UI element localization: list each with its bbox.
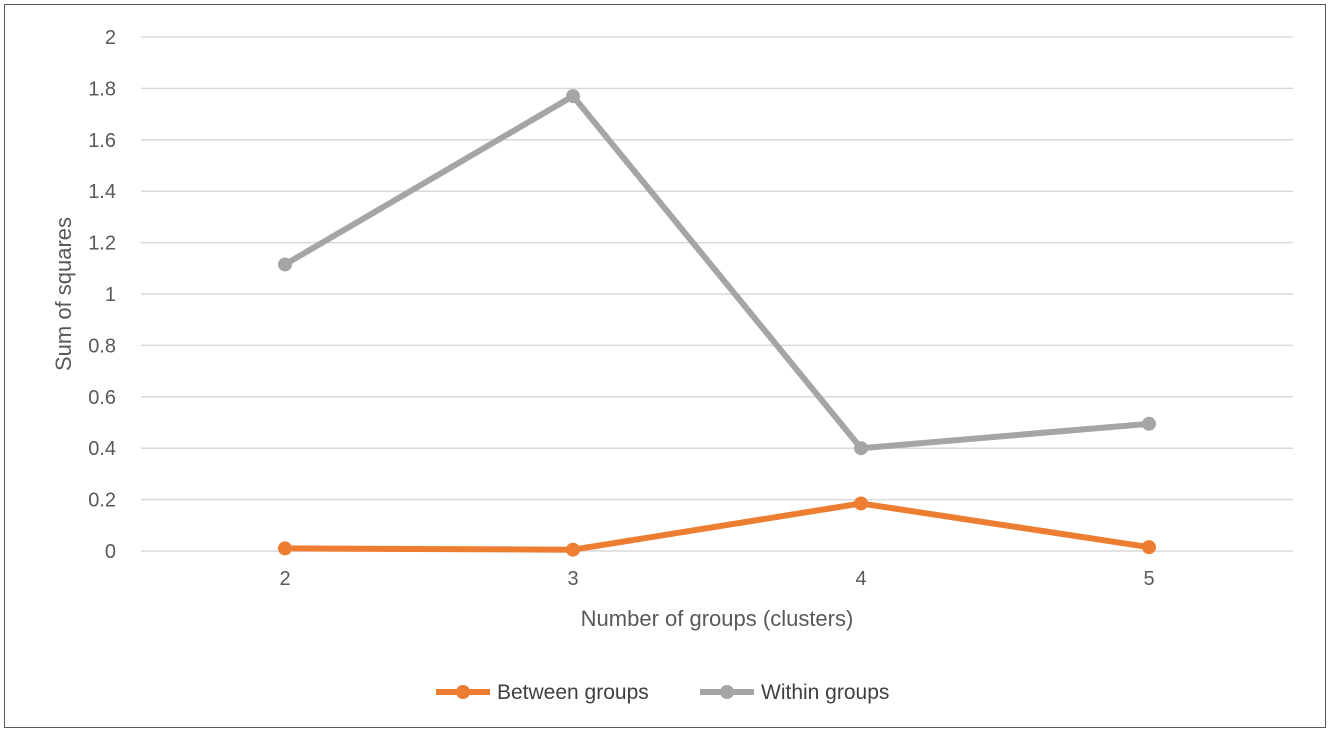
- legend-item: Between groups: [436, 681, 649, 704]
- x-axis-tick-labels: 2 3 4 5: [279, 568, 1154, 590]
- chart-frame: [4, 4, 1326, 728]
- x-tick-label: 4: [855, 568, 866, 590]
- y-tick-label: 0.6: [88, 387, 116, 409]
- data-point: [566, 89, 580, 104]
- series-layer: [278, 89, 1156, 557]
- x-tick-label: 2: [279, 568, 290, 590]
- data-point: [854, 441, 868, 456]
- y-tick-label: 2: [105, 27, 116, 49]
- series-line: [282, 93, 1152, 452]
- data-point: [566, 542, 580, 557]
- legend-label: Between groups: [497, 681, 649, 704]
- data-point: [278, 257, 292, 272]
- gridlines: [141, 36, 1293, 552]
- y-tick-label: 1: [105, 284, 116, 306]
- series-within-groups: [278, 89, 1156, 456]
- x-tick-label: 5: [1143, 568, 1154, 590]
- y-tick-label: 0.4: [88, 438, 116, 460]
- legend: Between groups Within groups: [436, 681, 889, 704]
- y-tick-label: 0.8: [88, 335, 116, 357]
- y-tick-label: 1.8: [88, 78, 116, 100]
- series-line: [282, 500, 1152, 553]
- legend-item: Within groups: [700, 681, 889, 704]
- x-tick-label: 3: [567, 568, 578, 590]
- x-axis-title: Number of groups (clusters): [581, 606, 854, 631]
- y-tick-label: 1.2: [88, 233, 116, 255]
- y-axis-tick-labels: 0 0.2 0.4 0.6 0.8 1 1.2 1.4 1.6 1.8 2: [88, 27, 116, 563]
- legend-swatch-marker: [456, 685, 470, 699]
- data-point: [1142, 540, 1156, 555]
- y-tick-label: 0: [105, 541, 116, 563]
- legend-label: Within groups: [761, 681, 889, 704]
- y-tick-label: 1.6: [88, 130, 116, 152]
- data-point: [278, 541, 292, 556]
- y-axis-title: Sum of squares: [51, 217, 76, 371]
- data-point: [854, 496, 868, 511]
- legend-swatch-marker: [720, 685, 734, 699]
- y-tick-label: 1.4: [88, 181, 116, 203]
- y-tick-label: 0.2: [88, 490, 116, 512]
- data-point: [1142, 416, 1156, 431]
- series-between-groups: [278, 496, 1156, 557]
